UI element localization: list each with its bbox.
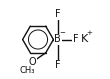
Text: B: B: [54, 35, 61, 44]
Text: F: F: [73, 35, 78, 44]
Text: F: F: [55, 9, 61, 19]
Text: CH₃: CH₃: [19, 66, 35, 75]
Text: +: +: [86, 30, 92, 36]
Text: O: O: [29, 57, 37, 67]
Text: −: −: [60, 30, 65, 36]
Text: F: F: [55, 60, 61, 70]
Text: K: K: [81, 35, 88, 44]
